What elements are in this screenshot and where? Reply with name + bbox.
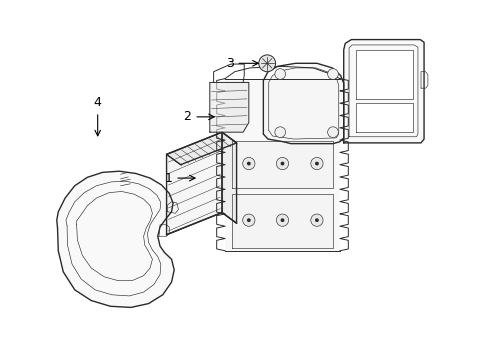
Circle shape	[247, 162, 251, 166]
Circle shape	[259, 55, 275, 72]
Polygon shape	[225, 78, 340, 251]
Polygon shape	[57, 171, 174, 307]
Circle shape	[281, 162, 284, 166]
Polygon shape	[167, 132, 237, 165]
Polygon shape	[167, 132, 222, 235]
Polygon shape	[343, 40, 424, 143]
Polygon shape	[356, 103, 414, 132]
Circle shape	[281, 218, 284, 222]
Circle shape	[315, 162, 319, 166]
Circle shape	[275, 69, 286, 79]
Text: 3: 3	[226, 57, 258, 70]
Circle shape	[311, 157, 323, 170]
Polygon shape	[210, 82, 249, 132]
Text: 1: 1	[165, 172, 195, 185]
Text: 2: 2	[184, 111, 214, 123]
Circle shape	[276, 214, 289, 226]
Circle shape	[276, 157, 289, 170]
Circle shape	[311, 214, 323, 226]
Circle shape	[243, 157, 255, 170]
Circle shape	[315, 218, 319, 222]
Polygon shape	[232, 194, 333, 248]
Circle shape	[243, 214, 255, 226]
Polygon shape	[263, 63, 343, 144]
Circle shape	[328, 69, 339, 79]
Circle shape	[275, 127, 286, 138]
Circle shape	[247, 218, 251, 222]
Polygon shape	[222, 132, 237, 223]
Text: 4: 4	[94, 96, 101, 136]
Polygon shape	[232, 141, 333, 188]
Polygon shape	[356, 50, 414, 99]
Circle shape	[328, 127, 339, 138]
